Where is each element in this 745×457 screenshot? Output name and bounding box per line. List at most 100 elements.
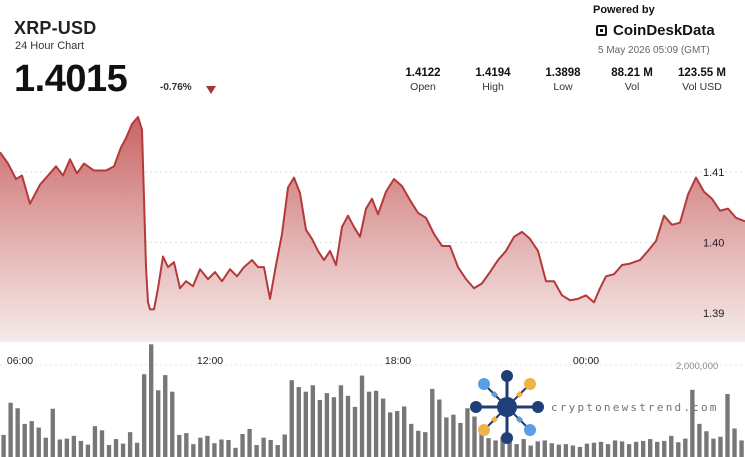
volume-bar xyxy=(549,443,554,457)
volume-bar xyxy=(205,435,210,457)
volume-bar xyxy=(711,438,716,457)
volume-bar xyxy=(465,408,470,457)
x-tick-label: 06:00 xyxy=(7,355,33,367)
stat-low: 1.3898 Low xyxy=(530,66,596,94)
volume-bar xyxy=(15,408,20,457)
volume-bar xyxy=(64,438,70,457)
volume-bar xyxy=(451,414,456,457)
volume-bar xyxy=(50,408,55,457)
volume-bar xyxy=(486,438,491,457)
volume-bar xyxy=(662,440,667,457)
volume-bar xyxy=(352,406,358,457)
volume-bar xyxy=(282,434,287,457)
volume-bar xyxy=(725,393,730,457)
stat-value: 88.21 M xyxy=(611,67,653,79)
volume-bar xyxy=(359,375,365,457)
stat-label: Open xyxy=(410,81,436,93)
x-tick-label: 00:00 xyxy=(573,355,599,367)
volume-bar xyxy=(240,434,245,457)
stat-value: 1.3898 xyxy=(545,67,581,79)
stat-label: Vol USD xyxy=(682,81,722,93)
price-change: -0.76% xyxy=(160,82,192,93)
volume-bar xyxy=(542,440,547,457)
volume-bar xyxy=(99,430,105,457)
axis-labels: 1.41 1.40 1.39 2,000,000 06:00 12:00 18:00 00:0… xyxy=(7,167,725,372)
price-line xyxy=(0,115,745,311)
volume-bar xyxy=(493,440,498,457)
volume-bar xyxy=(338,385,344,457)
volume-bar xyxy=(444,417,449,457)
stat-value: 1.4194 xyxy=(475,67,511,79)
volume-bar xyxy=(345,395,351,457)
current-price: 1.4015 xyxy=(14,58,128,100)
watermark-text: cryptonewstrend.com xyxy=(551,401,719,414)
volume-bar xyxy=(310,385,316,457)
volume-bar xyxy=(85,444,91,457)
symbol-title: XRP-USD xyxy=(14,18,97,38)
volume-bars xyxy=(1,344,744,457)
volume-bar xyxy=(212,443,217,457)
volume-bar xyxy=(113,439,119,457)
stat-vol: 88.21 M Vol xyxy=(599,66,665,94)
volume-bar xyxy=(416,430,421,457)
volume-bar xyxy=(373,390,379,457)
volume-bar xyxy=(268,439,273,457)
volume-bar xyxy=(261,437,266,457)
volume-bar xyxy=(380,398,386,457)
price-line-path xyxy=(0,115,745,311)
stats-row: 1.4122 Open 1.4194 High 1.3898 Low 88.21… xyxy=(390,66,735,96)
x-tick-label: 18:00 xyxy=(385,355,411,367)
volume-bar xyxy=(177,434,182,457)
volume-bar xyxy=(366,391,372,457)
price-area-fill xyxy=(0,116,745,342)
volume-bar xyxy=(619,441,625,457)
volume-bar xyxy=(156,390,161,457)
price-area xyxy=(0,116,745,342)
brand-name: CoinDeskData xyxy=(613,22,715,39)
powered-by-label: Powered by xyxy=(593,4,655,16)
volume-bar xyxy=(141,374,147,457)
volume-bar xyxy=(591,442,597,457)
volume-bar xyxy=(521,439,526,457)
volume-bar xyxy=(191,444,196,457)
volume-bar xyxy=(605,444,611,457)
volume-bar xyxy=(402,406,407,457)
volume-bar xyxy=(683,438,688,457)
volume-bar xyxy=(423,432,428,457)
volume-bar xyxy=(254,445,259,457)
volume-bar xyxy=(289,380,294,457)
volume-bar xyxy=(570,445,576,457)
volume-bar xyxy=(226,439,231,457)
volume-bar xyxy=(1,434,6,457)
volume-bar xyxy=(36,427,41,457)
volume-bar xyxy=(507,439,512,457)
volume-bar xyxy=(296,387,301,457)
volume-bar xyxy=(22,423,27,457)
y-tick-label: 1.41 xyxy=(703,167,724,179)
volume-bar xyxy=(535,441,540,457)
down-arrow-icon xyxy=(206,86,216,94)
volume-bar xyxy=(437,399,442,457)
volume-bar xyxy=(71,435,77,457)
volume-bar xyxy=(556,444,561,457)
volume-bar xyxy=(626,444,632,457)
volume-bar xyxy=(584,443,590,457)
volume-bar xyxy=(43,437,48,457)
volume-bar xyxy=(514,444,519,457)
stat-label: Vol xyxy=(624,81,640,93)
volume-bar xyxy=(78,440,84,457)
volume-bar xyxy=(184,433,189,457)
volume-bar xyxy=(648,439,653,457)
volume-bar xyxy=(598,441,604,457)
volume-bar xyxy=(732,428,737,457)
volume-bar xyxy=(106,445,112,457)
volume-bar xyxy=(633,441,639,457)
volume-bar xyxy=(233,447,238,457)
stat-label: Low xyxy=(553,81,573,93)
brand-square-icon xyxy=(596,25,607,36)
y-tick-label: 1.39 xyxy=(703,308,724,320)
volume-bar xyxy=(612,440,618,457)
volume-bar xyxy=(92,426,98,457)
volume-bar xyxy=(458,422,463,457)
volume-bar xyxy=(472,416,477,457)
